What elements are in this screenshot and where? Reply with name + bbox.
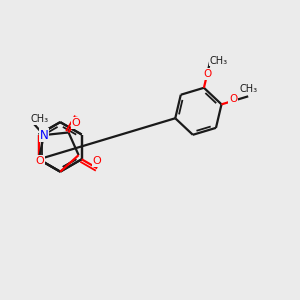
Text: CH₃: CH₃ [240, 84, 258, 94]
Text: O: O [204, 69, 212, 79]
Text: O: O [72, 118, 80, 128]
Text: O: O [93, 157, 102, 166]
Text: CH₃: CH₃ [31, 114, 49, 124]
Text: CH₃: CH₃ [210, 56, 228, 66]
Text: O: O [35, 156, 44, 166]
Text: O: O [229, 94, 237, 104]
Text: N: N [40, 129, 48, 142]
